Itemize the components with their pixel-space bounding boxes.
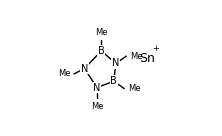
Text: Me: Me bbox=[91, 102, 103, 111]
Text: N: N bbox=[81, 64, 88, 74]
Text: Me: Me bbox=[130, 52, 143, 61]
Text: N: N bbox=[112, 58, 120, 68]
Text: Sn: Sn bbox=[139, 52, 155, 65]
Text: Me: Me bbox=[58, 69, 70, 78]
Text: +: + bbox=[152, 44, 159, 53]
Text: Me: Me bbox=[128, 84, 140, 93]
Text: B: B bbox=[98, 46, 105, 56]
Text: B: B bbox=[110, 76, 117, 86]
Text: N: N bbox=[93, 83, 101, 92]
Text: Me: Me bbox=[95, 28, 107, 37]
